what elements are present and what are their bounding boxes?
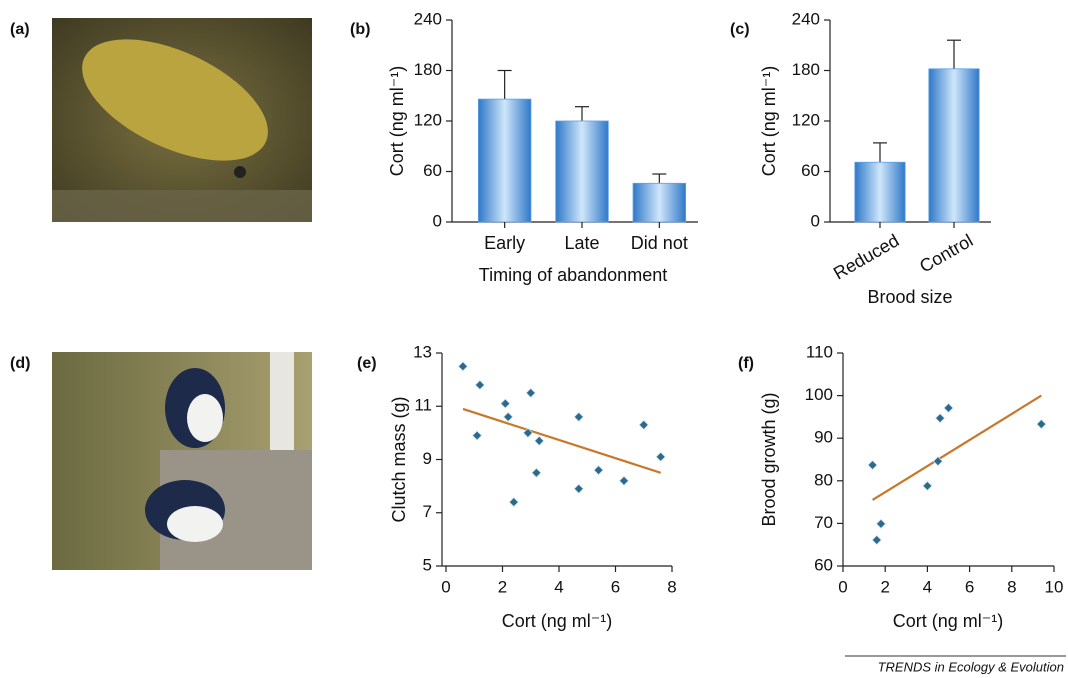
panel-label: (a) xyxy=(10,21,30,38)
point xyxy=(534,435,545,446)
footer: TRENDS in Ecology & Evolution xyxy=(878,659,1064,674)
point xyxy=(573,483,584,494)
x-tick-label: 10 xyxy=(1045,577,1064,596)
panel-label: (d) xyxy=(10,355,30,372)
point xyxy=(500,398,511,409)
y-axis-label: Cort (ng ml⁻¹) xyxy=(387,66,407,177)
y-tick-label: 120 xyxy=(414,110,442,129)
bar xyxy=(632,182,687,223)
y-tick-label: 60 xyxy=(423,161,442,180)
point xyxy=(573,411,584,422)
y-tick-label: 0 xyxy=(433,211,442,230)
point xyxy=(593,465,604,476)
y-tick-label: 90 xyxy=(814,428,833,447)
x-tick-label: Late xyxy=(564,233,599,253)
x-tick-label: Early xyxy=(484,233,525,253)
point xyxy=(943,402,954,414)
y-tick-label: 100 xyxy=(805,385,833,404)
x-axis-label: Cort (ng ml⁻¹) xyxy=(502,611,613,631)
x-tick-label: 4 xyxy=(554,577,563,596)
bar xyxy=(928,68,980,223)
y-tick-label: 60 xyxy=(801,161,820,180)
point xyxy=(934,413,946,424)
y-tick-label: 11 xyxy=(414,396,432,415)
panel-label: (e) xyxy=(357,355,377,372)
x-axis-label: Timing of abandonment xyxy=(479,265,667,285)
x-tick-label: 2 xyxy=(880,577,889,596)
point xyxy=(525,387,536,399)
trend-line xyxy=(462,407,662,474)
y-tick-label: 60 xyxy=(814,555,833,574)
x-tick-label: Control xyxy=(916,230,976,276)
x-tick-label: Reduced xyxy=(830,230,902,283)
point xyxy=(867,459,878,471)
y-tick-label: 240 xyxy=(414,9,442,28)
x-tick-label: 8 xyxy=(667,577,676,596)
bar xyxy=(854,161,906,223)
y-axis-label: Brood growth (g) xyxy=(759,392,779,526)
y-tick-label: 240 xyxy=(792,9,820,28)
panel-label: (c) xyxy=(730,21,750,38)
point xyxy=(932,456,944,467)
x-axis-label: Cort (ng ml⁻¹) xyxy=(893,611,1004,631)
point xyxy=(875,518,887,529)
point xyxy=(471,430,483,441)
point xyxy=(531,467,542,478)
point xyxy=(474,379,485,391)
y-tick-label: 70 xyxy=(814,513,833,532)
x-tick-label: 4 xyxy=(923,577,932,596)
y-tick-label: 180 xyxy=(414,60,442,79)
point xyxy=(922,480,933,492)
y-tick-label: 180 xyxy=(792,60,820,79)
y-tick-label: 120 xyxy=(792,110,820,129)
y-axis-label: Clutch mass (g) xyxy=(389,396,409,522)
x-tick-label: 0 xyxy=(838,577,847,596)
y-tick-label: 110 xyxy=(806,342,833,361)
point xyxy=(618,475,630,486)
y-tick-label: 5 xyxy=(423,555,432,574)
photo-birds xyxy=(52,352,312,570)
y-tick-label: 80 xyxy=(814,470,833,489)
x-tick-label: Did not xyxy=(631,233,688,253)
y-tick-label: 0 xyxy=(811,211,820,230)
point xyxy=(638,419,649,430)
point xyxy=(522,427,534,438)
bar xyxy=(555,120,609,223)
point xyxy=(871,534,882,546)
x-axis-label: Brood size xyxy=(867,287,952,307)
panel-label: (b) xyxy=(350,21,370,38)
x-tick-label: 2 xyxy=(498,577,507,596)
point xyxy=(457,361,469,372)
photo-fish xyxy=(52,18,312,222)
y-tick-label: 9 xyxy=(423,449,432,468)
y-tick-label: 13 xyxy=(413,342,432,361)
x-tick-label: 0 xyxy=(441,577,450,596)
y-axis-label: Cort (ng ml⁻¹) xyxy=(759,66,779,177)
y-tick-label: 7 xyxy=(423,502,432,521)
point xyxy=(508,497,519,508)
panel-label: (f) xyxy=(738,355,754,372)
point xyxy=(655,451,666,462)
x-tick-label: 6 xyxy=(965,577,974,596)
x-tick-label: 8 xyxy=(1007,577,1016,596)
trend-line xyxy=(871,394,1042,501)
point xyxy=(1036,419,1047,430)
point xyxy=(503,411,514,422)
x-tick-label: 6 xyxy=(611,577,620,596)
bar xyxy=(477,98,532,223)
